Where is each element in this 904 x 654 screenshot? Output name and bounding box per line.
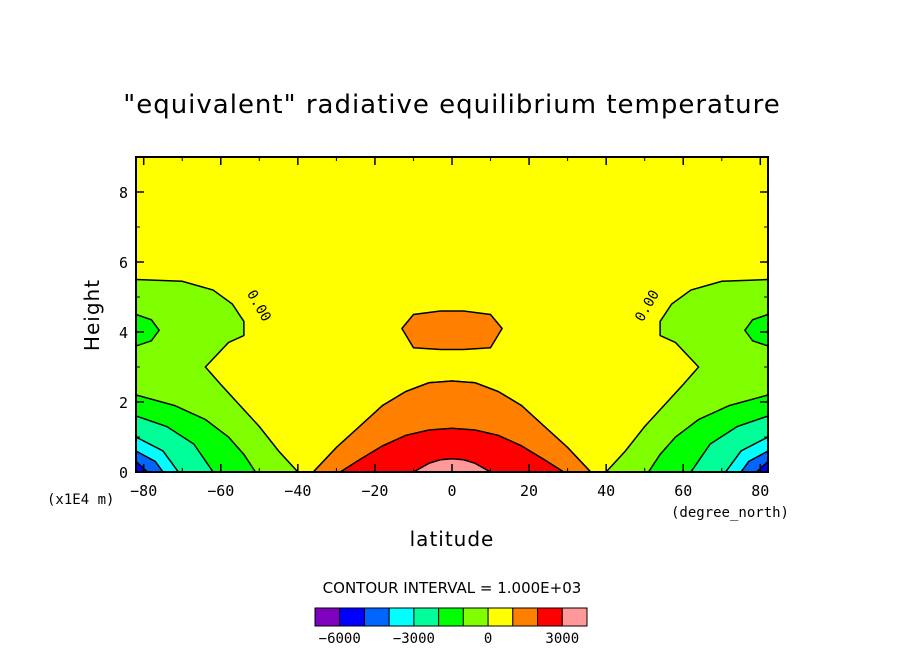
colorbar-label: −6000 xyxy=(319,631,361,647)
y-tick-label: 4 xyxy=(119,324,128,342)
y-tick-label: 6 xyxy=(119,254,128,272)
x-tick-label: 80 xyxy=(751,482,769,500)
x-axis-units: (degree_north) xyxy=(671,505,789,521)
y-tick-label: 0 xyxy=(119,464,128,482)
colorbar-swatch xyxy=(363,607,390,627)
y-axis-title: Height xyxy=(80,279,104,351)
contour-region xyxy=(136,313,161,347)
x-tick-label: −60 xyxy=(207,482,234,500)
x-tick-label: 60 xyxy=(674,482,692,500)
contour-region xyxy=(136,460,149,472)
colorbar-swatch xyxy=(339,607,365,627)
colorbar-label: 0 xyxy=(484,631,492,647)
x-tick-label: 40 xyxy=(597,482,615,500)
contour-regions xyxy=(136,278,768,472)
y-tick-label: 8 xyxy=(119,184,128,202)
contour-interval-label: CONTOUR INTERVAL = 1.000E+03 xyxy=(323,579,582,597)
colorbar-swatch xyxy=(462,607,489,627)
x-tick-label: 0 xyxy=(447,482,456,500)
x-tick-label: −80 xyxy=(130,482,157,500)
contour-region-mirror xyxy=(743,313,768,347)
axis-ticks: −80 −60 −40 −20 0 20 40 60 80 0 2 4 6 8 xyxy=(119,157,769,500)
colorbar-swatch xyxy=(561,607,588,627)
x-axis-title: latitude xyxy=(410,527,495,551)
colorbar-swatch xyxy=(438,607,464,627)
colorbar-swatch xyxy=(413,607,440,627)
contour-region xyxy=(400,310,504,351)
x-tick-label: 20 xyxy=(520,482,538,500)
colorbar-swatch xyxy=(388,607,415,627)
x-tick-label: −40 xyxy=(284,482,311,500)
y-tick-label: 2 xyxy=(119,394,128,412)
colorbar-swatch xyxy=(487,607,514,627)
contour-region-mirror xyxy=(755,460,768,472)
y-axis-units: (x1E4 m) xyxy=(47,492,114,508)
chart-title: "equivalent" radiative equilibrium tempe… xyxy=(123,90,781,120)
colorbar-label: 3000 xyxy=(545,631,579,647)
colorbar: −6000 −3000 0 3000 xyxy=(314,607,588,647)
colorbar-swatch xyxy=(537,607,563,627)
colorbar-swatch xyxy=(314,607,341,627)
contour-region xyxy=(338,427,566,472)
colorbar-label: −3000 xyxy=(393,631,435,647)
x-tick-label: −20 xyxy=(361,482,388,500)
colorbar-swatch xyxy=(512,607,539,627)
